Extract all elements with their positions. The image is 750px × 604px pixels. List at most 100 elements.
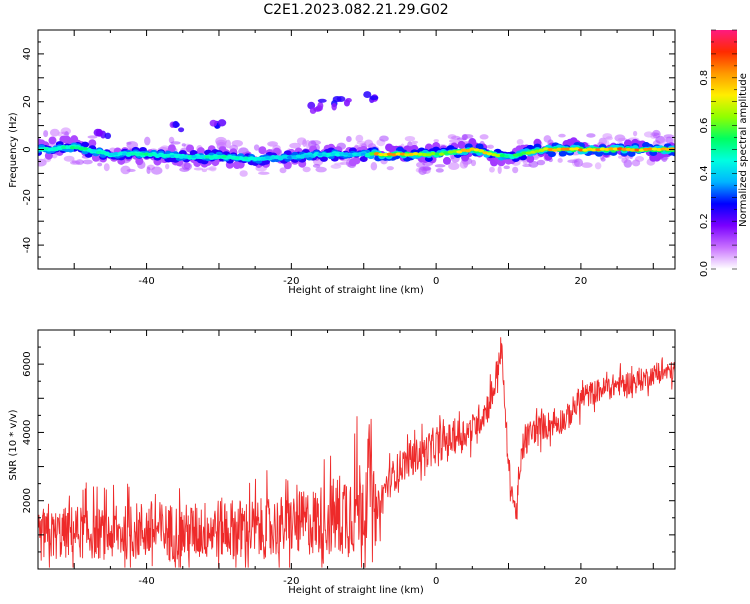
spectrum-halo-mark bbox=[63, 155, 75, 162]
spectrogram-x-label: Height of straight line (km) bbox=[288, 285, 424, 296]
spectrum-band-mark bbox=[196, 147, 205, 156]
spectrum-halo-mark bbox=[435, 168, 444, 173]
spectrum-halo-mark bbox=[448, 162, 460, 170]
spectrum-band-mark bbox=[457, 140, 466, 149]
spectrum-halo-mark bbox=[225, 139, 232, 149]
x-tick-label: -40 bbox=[138, 576, 154, 587]
spectrum-halo-mark bbox=[289, 142, 301, 149]
spectrum-halo-mark bbox=[97, 162, 103, 167]
spectrum-halo-mark bbox=[165, 163, 170, 170]
spectrum-halo-mark bbox=[239, 170, 248, 177]
spectrum-halo-mark bbox=[120, 165, 131, 175]
spectrum-peak-mark bbox=[434, 152, 441, 156]
spectrum-peak-mark bbox=[612, 147, 619, 151]
spectrum-band-mark bbox=[48, 136, 57, 145]
spectrum-feature-mark bbox=[331, 102, 337, 111]
spectrum-peak-mark bbox=[395, 152, 402, 156]
spectrum-band-mark bbox=[135, 157, 144, 166]
spectrum-feature-mark bbox=[95, 128, 103, 137]
y-tick-label: -40 bbox=[22, 237, 33, 253]
spectrum-halo-mark bbox=[543, 135, 552, 143]
snr-y-label: SNR (10 * v/v) bbox=[8, 409, 19, 480]
spectrum-halo-mark bbox=[586, 133, 596, 138]
spectrum-halo-mark bbox=[315, 166, 327, 173]
x-tick-label: -20 bbox=[283, 576, 299, 587]
spectrum-halo-mark bbox=[658, 137, 669, 143]
spectrum-feature-mark bbox=[363, 91, 372, 99]
spectrum-halo-mark bbox=[404, 136, 416, 142]
spectrum-halo-mark bbox=[355, 134, 364, 143]
snr-axes: -40 -20 0 20 2000 4000 6000 bbox=[22, 329, 675, 587]
spectrum-halo-mark bbox=[459, 160, 468, 169]
spectrum-halo-mark bbox=[573, 158, 584, 167]
spectrogram-axes: -40 -20 0 20 -40 -20 0 20 40 bbox=[22, 29, 675, 287]
spectrum-peak-mark bbox=[312, 153, 319, 157]
spectrum-peak-mark bbox=[78, 147, 85, 151]
spectrum-band-mark bbox=[594, 150, 603, 157]
spectrum-halo-mark bbox=[49, 128, 60, 137]
spectrum-peak-mark bbox=[113, 152, 120, 156]
spectrum-halo-mark bbox=[581, 162, 593, 168]
spectrum-halo-mark bbox=[43, 130, 49, 138]
spectrum-band-mark bbox=[547, 151, 556, 158]
spectrum-halo-mark bbox=[447, 134, 457, 140]
spectrum-feature-mark bbox=[369, 95, 379, 101]
spectrum-halo-mark bbox=[253, 144, 260, 151]
spectrum-peak-mark bbox=[538, 148, 545, 152]
spectrum-halo-mark bbox=[258, 171, 270, 175]
spectrum-peak-mark bbox=[647, 147, 654, 151]
spectrum-peak-mark bbox=[378, 152, 385, 157]
colorbar-tick-label: 0.8 bbox=[699, 70, 710, 86]
spectrum-halo-mark bbox=[183, 162, 191, 170]
spectrum-feature-mark bbox=[317, 101, 324, 110]
spectrum-band-mark bbox=[558, 150, 567, 157]
spectrum-feature-mark bbox=[217, 119, 227, 127]
spectrum-band-mark bbox=[627, 150, 636, 157]
snr-x-label: Height of straight line (km) bbox=[288, 585, 424, 596]
spectrum-peak-mark bbox=[590, 148, 597, 152]
spectrum-halo-mark bbox=[449, 139, 461, 144]
spectrum-peak-mark bbox=[456, 150, 463, 154]
spectrum-halo-mark bbox=[305, 139, 311, 149]
spectrum-halo-mark bbox=[312, 163, 321, 168]
x-tick-label: -20 bbox=[283, 276, 299, 287]
spectrum-halo-mark bbox=[503, 165, 510, 170]
spectrum-peak-mark bbox=[217, 155, 224, 159]
x-tick-label: -40 bbox=[138, 276, 154, 287]
spectrum-halo-mark bbox=[144, 136, 151, 146]
spectrum-halo-mark bbox=[150, 166, 163, 175]
spectrum-halo-mark bbox=[87, 135, 98, 139]
spectrum-feature-mark bbox=[178, 127, 185, 133]
spectrum-peak-mark bbox=[325, 152, 332, 156]
spectrum-halo-mark bbox=[61, 131, 67, 135]
spectrum-peak-mark bbox=[634, 148, 641, 152]
spectrum-feature-mark bbox=[307, 101, 316, 110]
spectrum-halo-mark bbox=[170, 141, 181, 145]
spectrum-band-mark bbox=[442, 156, 451, 165]
spectrum-feature-mark bbox=[209, 119, 218, 127]
spectrum-halo-mark bbox=[82, 159, 93, 165]
spectrum-feature-mark bbox=[332, 96, 342, 103]
spectrum-halo-mark bbox=[489, 166, 495, 173]
spectrum-halo-mark bbox=[434, 164, 446, 168]
spectrogram-y-label: Frequency (Hz) bbox=[8, 112, 19, 188]
spectrum-peak-mark bbox=[187, 155, 194, 159]
spectrum-band-mark bbox=[352, 156, 361, 165]
snr-panel: -40 -20 0 20 2000 4000 6000 Height of straight… bbox=[8, 329, 676, 596]
spectrum-halo-mark bbox=[643, 131, 654, 138]
spectrum-halo-mark bbox=[470, 159, 477, 167]
spectrum-halo-mark bbox=[146, 166, 151, 175]
spectrum-peak-mark bbox=[464, 149, 471, 153]
spectrum-halo-mark bbox=[346, 136, 352, 143]
y-tick-label: 0 bbox=[22, 146, 33, 152]
spectrum-band-mark bbox=[526, 154, 535, 163]
spectrum-halo-mark bbox=[536, 159, 546, 166]
spectrum-halo-mark bbox=[201, 168, 208, 173]
y-tick-label: 40 bbox=[22, 48, 33, 61]
spectrum-peak-mark bbox=[521, 151, 528, 155]
spectrum-peak-mark bbox=[169, 154, 176, 159]
colorbar-label: Normalized spectral amplitude bbox=[738, 73, 749, 227]
spectrum-feature-mark bbox=[172, 120, 179, 129]
y-tick-label: 20 bbox=[22, 95, 33, 108]
spectrum-halo-mark bbox=[181, 143, 186, 147]
